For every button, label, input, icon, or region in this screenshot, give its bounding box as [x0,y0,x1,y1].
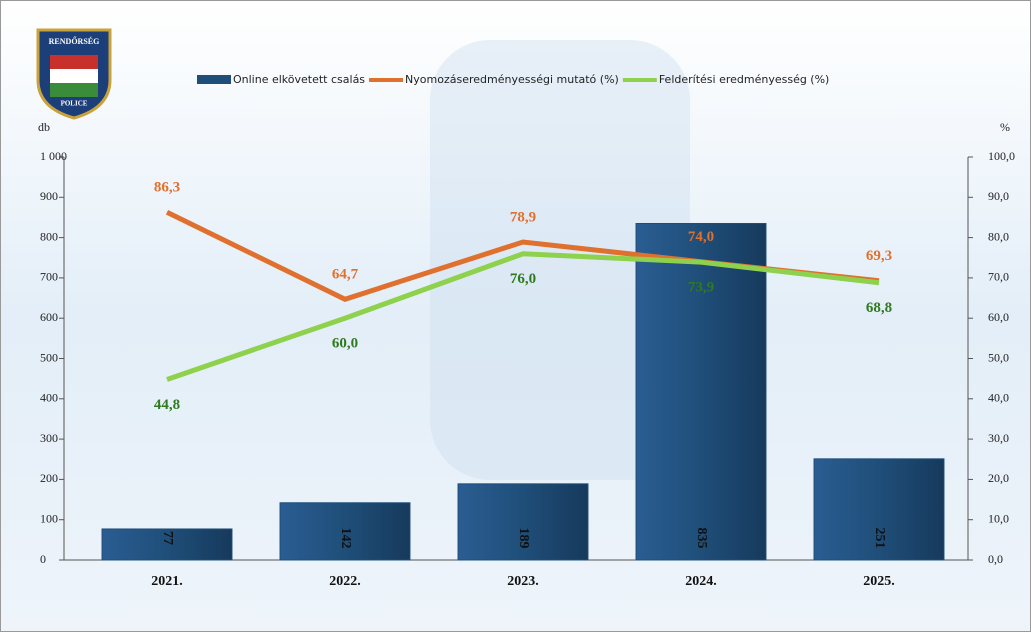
y-axis-label: db [38,120,50,134]
y2-tick-label: 0,0 [988,552,1003,566]
y2-tick-label: 30,0 [988,431,1009,445]
line-value-label: 64,7 [332,267,359,283]
legend-label: Online elkövetett csalás [233,73,365,86]
chart: RENDŐRSÉG POLICE db % 0 100 200 300 400 500 60… [0,0,1031,632]
bar-value-label: 77 [160,531,175,545]
y-tick-label: 700 [40,270,58,284]
line-value-label: 44,8 [154,397,180,413]
bar [636,223,766,560]
logo: RENDŐRSÉG POLICE [38,30,110,118]
y2-tick-label: 50,0 [988,350,1009,364]
legend-label: Nyomozáseredményességi mutató (%) [405,73,619,86]
y2-tick-label: 20,0 [988,471,1009,485]
line-value-label: 86,3 [154,180,180,196]
y2-tick-label: 80,0 [988,229,1009,243]
y-tick-label: 300 [40,431,58,445]
y2-tick-label: 40,0 [988,391,1009,405]
y2-tick-label: 100,0 [988,149,1015,163]
y-tick-label: 0 [40,552,46,566]
logo-text: RENDŐRSÉG [49,36,100,46]
line-value-label: 73,9 [688,280,714,296]
line-value-label: 69,3 [866,248,892,264]
y-tick-label: 200 [40,471,58,485]
line-value-label: 68,8 [866,300,892,316]
line-value-label: 76,0 [510,271,536,287]
logo-text: POLICE [61,100,88,108]
y2-axis-label: % [1000,120,1010,134]
bar [458,484,588,560]
y2-tick-label: 90,0 [988,189,1009,203]
line-value-label: 74,0 [688,229,714,245]
x-tick-label: 2021. [151,574,183,589]
y-tick-label: 800 [40,229,58,243]
y-tick-label: 900 [40,189,58,203]
legend-label: Felderítési eredményesség (%) [659,73,830,86]
bar-value-label: 251 [872,528,887,549]
x-tick-label: 2024. [685,574,717,589]
y2-tick-label: 60,0 [988,310,1009,324]
bar-value-label: 189 [516,528,531,549]
y-tick-label: 500 [40,350,58,364]
legend-swatch [197,75,231,84]
x-tick-label: 2022. [329,574,361,589]
bar-value-label: 142 [338,528,353,549]
x-tick-label: 2023. [507,574,539,589]
line-value-label: 78,9 [510,209,536,225]
y-tick-label: 400 [40,391,58,405]
bar-value-label: 835 [694,528,709,549]
y-tick-label: 1 000 [40,149,67,163]
y-tick-label: 600 [40,310,58,324]
y-tick-label: 100 [40,511,58,525]
x-tick-label: 2025. [863,574,895,589]
y2-tick-label: 10,0 [988,511,1009,525]
y2-tick-label: 70,0 [988,270,1009,284]
line-value-label: 60,0 [332,336,358,352]
